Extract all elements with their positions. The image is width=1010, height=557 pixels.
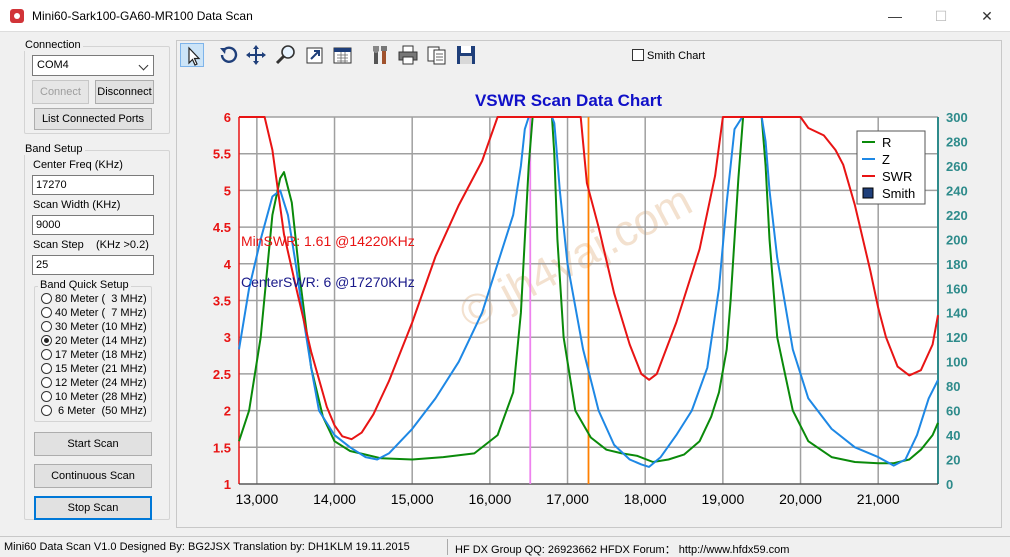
chart-panel	[176, 40, 1002, 528]
zoom-icon[interactable]	[274, 43, 298, 67]
tools-icon[interactable]	[368, 43, 392, 67]
center-freq-input[interactable]: 17270	[32, 175, 154, 195]
band-radio-label: 40 Meter ( 7 MHz)	[55, 307, 147, 319]
band-setup-group-label: Band Setup	[23, 143, 85, 155]
band-radio-label: 30 Meter (10 MHz)	[55, 321, 147, 333]
disconnect-button[interactable]: Disconnect	[95, 80, 154, 104]
scan-width-input[interactable]: 9000	[32, 215, 154, 235]
smith-chart-checkbox[interactable]: Smith Chart	[632, 49, 705, 62]
status-credits: Mini60 Data Scan V1.0 Designed By: BG2JS…	[4, 541, 410, 553]
stop-scan-button[interactable]: Stop Scan	[34, 496, 152, 520]
band-radio-option[interactable]: 80 Meter ( 3 MHz)	[41, 293, 147, 307]
com-port-value: COM4	[37, 59, 69, 71]
band-radio-option[interactable]: 40 Meter ( 7 MHz)	[41, 307, 147, 321]
radio-button[interactable]	[41, 363, 52, 374]
scan-step-input[interactable]: 25	[32, 255, 154, 275]
smith-chart-label: Smith Chart	[647, 50, 706, 62]
checkbox-box	[632, 49, 644, 61]
center-freq-label: Center Freq (KHz)	[33, 159, 123, 171]
connection-group-label: Connection	[23, 39, 83, 51]
copy-icon[interactable]	[425, 43, 449, 67]
scan-width-label: Scan Width (KHz)	[33, 199, 121, 211]
status-bar: Mini60 Data Scan V1.0 Designed By: BG2JS…	[0, 536, 1010, 556]
com-port-select[interactable]: COM4	[32, 55, 154, 76]
band-radio-option[interactable]: 12 Meter (24 MHz)	[41, 377, 147, 391]
band-quick-setup-label: Band Quick Setup	[38, 279, 131, 291]
save-icon[interactable]	[454, 43, 478, 67]
continuous-scan-button[interactable]: Continuous Scan	[34, 464, 152, 488]
band-radio-label: 17 Meter (18 MHz)	[55, 349, 147, 361]
band-radio-option[interactable]: 10 Meter (28 MHz)	[41, 391, 147, 405]
band-radio-option[interactable]: 17 Meter (18 MHz)	[41, 349, 147, 363]
close-button[interactable]: ✕	[981, 8, 993, 24]
status-separator	[447, 539, 448, 555]
export-icon[interactable]	[303, 43, 327, 67]
window-title: Mini60-Sark100-GA60-MR100 Data Scan	[32, 9, 253, 23]
list-ports-button[interactable]: List Connected Ports	[34, 108, 152, 130]
band-radio-option[interactable]: 30 Meter (10 MHz)	[41, 321, 147, 335]
connect-button[interactable]: Connect	[32, 80, 89, 104]
radio-button[interactable]	[41, 391, 52, 402]
radio-button[interactable]	[41, 307, 52, 318]
band-radio-label: 6 Meter (50 MHz)	[55, 405, 147, 417]
print-icon[interactable]	[396, 43, 420, 67]
band-radio-label: 12 Meter (24 MHz)	[55, 377, 147, 389]
scan-step-label: Scan Step	[33, 239, 84, 251]
maximize-button[interactable]: ☐	[934, 8, 948, 24]
radio-button[interactable]	[41, 335, 52, 346]
title-bar: Mini60-Sark100-GA60-MR100 Data Scan — ☐ …	[0, 0, 1010, 32]
band-radio-label: 80 Meter ( 3 MHz)	[55, 293, 147, 305]
minimize-button[interactable]: —	[888, 8, 902, 24]
pointer-icon[interactable]	[180, 43, 204, 67]
pan-icon[interactable]	[244, 43, 268, 67]
chevron-down-icon	[138, 60, 149, 71]
start-scan-button[interactable]: Start Scan	[34, 432, 152, 456]
scan-step-hint: (KHz >0.2)	[96, 239, 149, 251]
radio-button[interactable]	[41, 321, 52, 332]
app-icon	[10, 9, 24, 23]
radio-button[interactable]	[41, 377, 52, 388]
band-radio-option[interactable]: 20 Meter (14 MHz)	[41, 335, 147, 349]
radio-button[interactable]	[41, 405, 52, 416]
band-radio-label: 10 Meter (28 MHz)	[55, 391, 147, 403]
band-radio-label: 15 Meter (21 MHz)	[55, 363, 147, 375]
radio-button[interactable]	[41, 293, 52, 304]
status-forum: HF DX Group QQ: 26923662 HFDX Forum： htt…	[455, 544, 790, 556]
band-radio-option[interactable]: 6 Meter (50 MHz)	[41, 405, 147, 419]
rotate-icon[interactable]	[216, 43, 240, 67]
chart-edit-icon[interactable]	[331, 43, 355, 67]
radio-button[interactable]	[41, 349, 52, 360]
connection-group	[24, 46, 170, 134]
band-radio-label: 20 Meter (14 MHz)	[55, 335, 147, 347]
band-radio-option[interactable]: 15 Meter (21 MHz)	[41, 363, 147, 377]
